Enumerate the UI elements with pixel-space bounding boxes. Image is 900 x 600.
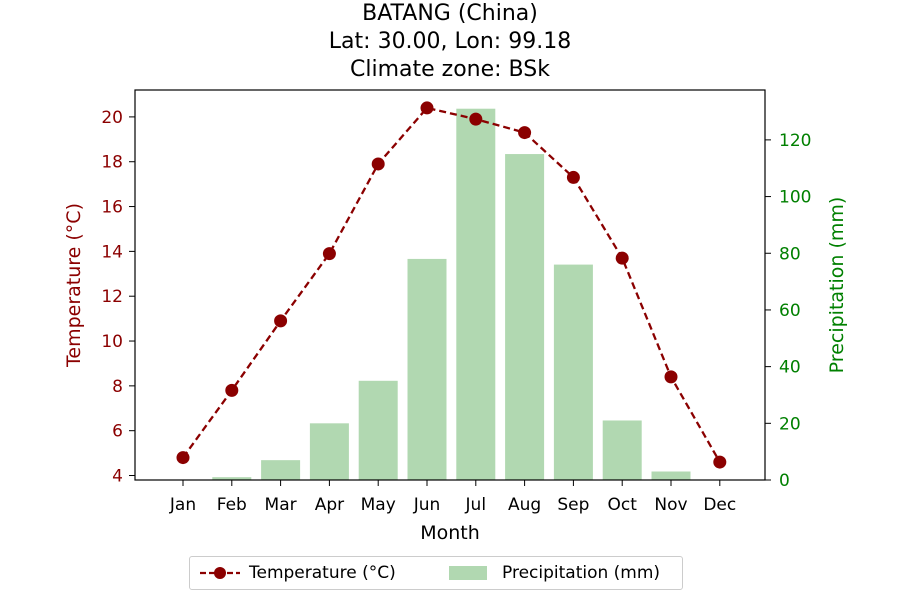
y-left-tick-label: 8 [112,377,123,397]
y-left-tick-label: 12 [101,287,123,307]
y-right-tick-label: 0 [779,471,790,491]
x-tick-label-mar: Mar [265,495,297,515]
precip-bar-oct [602,420,642,480]
precip-bar-jun [407,258,447,480]
precip-bar-nov [651,471,691,480]
y-left-tick-label: 14 [101,242,123,262]
y-axis-left-label: Temperature (°C) [63,203,85,368]
y-left-tick-label: 6 [112,422,123,442]
chart-title-line-1: BATANG (China) [362,1,538,26]
temp-point-oct [615,251,629,265]
chart-title-line-3: Climate zone: BSk [350,57,550,82]
precip-bar-mar [261,460,301,480]
legend: Temperature (°C) Precipitation (mm) [189,556,683,590]
temp-point-jan [176,451,190,465]
y-left-tick-label: 20 [101,108,123,128]
y-right-tick-label: 20 [779,414,801,434]
precip-bar-feb [212,477,252,480]
plot-frame [134,89,766,481]
y-right-tick-label: 120 [779,131,811,151]
precip-bar-aug [505,154,545,480]
x-tick-label-may: May [361,495,396,515]
legend-temperature-swatch [200,567,240,579]
x-tick-label-jun: Jun [413,495,441,515]
x-tick-label-apr: Apr [315,495,344,515]
precip-bar-may [358,380,398,480]
y-axis-right-label: Precipitation (mm) [826,197,848,374]
x-tick-label-aug: Aug [508,495,541,515]
x-tick-label-nov: Nov [654,495,687,515]
temp-point-mar [274,314,288,328]
x-tick-label-jul: Jul [465,495,487,515]
y-left-tick-label: 16 [101,198,123,218]
temp-point-apr [322,247,336,261]
temp-point-nov [664,370,678,384]
temp-point-may [371,157,385,171]
temp-point-sep [566,170,580,184]
x-tick-label-sep: Sep [557,495,589,515]
x-tick-label-jan: Jan [169,495,196,515]
y-left-tick-label: 18 [101,153,123,173]
legend-precipitation-label: Precipitation (mm) [502,563,661,583]
y-right-tick-label: 100 [779,188,811,208]
x-tick-label-dec: Dec [703,495,736,515]
temp-point-aug [518,126,532,140]
legend-precipitation-swatch [449,566,487,580]
y-right-tick-label: 80 [779,244,801,264]
y-right-tick-label: 40 [779,358,801,378]
legend-temperature-label: Temperature (°C) [249,563,396,583]
precip-bar-sep [553,264,593,480]
temp-point-jul [469,112,483,126]
temp-point-dec [713,455,727,469]
y-left-tick-label: 4 [112,467,123,487]
precip-bar-apr [309,423,349,480]
y-right-tick-label: 60 [779,301,801,321]
y-left-tick-label: 10 [101,332,123,352]
precip-bar-jul [456,108,496,481]
x-tick-label-feb: Feb [217,495,247,515]
temp-point-feb [225,383,239,397]
x-axis-label: Month [420,522,480,544]
x-tick-label-oct: Oct [607,495,637,515]
chart-title-line-2: Lat: 30.00, Lon: 99.18 [328,29,572,54]
temp-point-jun [420,101,434,115]
temperature-line [182,106,721,463]
